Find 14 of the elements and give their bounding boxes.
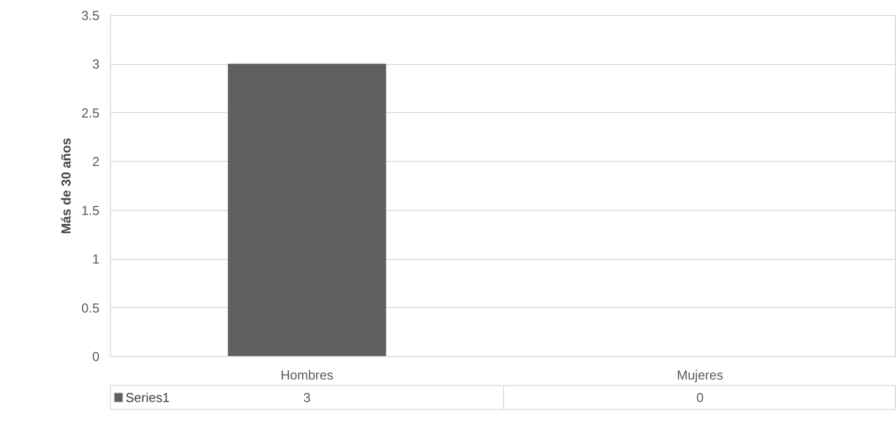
x-tick-label: Hombres bbox=[280, 368, 334, 382]
y-tick-label: 3.5 bbox=[81, 8, 100, 23]
data-label: 0 bbox=[696, 390, 704, 405]
y-tick-label: 0.5 bbox=[81, 300, 100, 316]
y-tick-label: 2 bbox=[92, 154, 100, 170]
y-tick-label: 1.5 bbox=[81, 202, 100, 218]
y-tick-label: 3 bbox=[92, 56, 100, 72]
data-label: 3 bbox=[303, 390, 311, 405]
y-tick-label: 1 bbox=[92, 252, 100, 267]
y-axis-title: Más de 30 años bbox=[58, 138, 74, 234]
y-tick-label: 2.5 bbox=[81, 105, 100, 120]
legend-label: Series1 bbox=[126, 390, 170, 405]
x-tick-label: Mujeres bbox=[676, 368, 724, 382]
y-tick-label: 0 bbox=[92, 349, 100, 364]
